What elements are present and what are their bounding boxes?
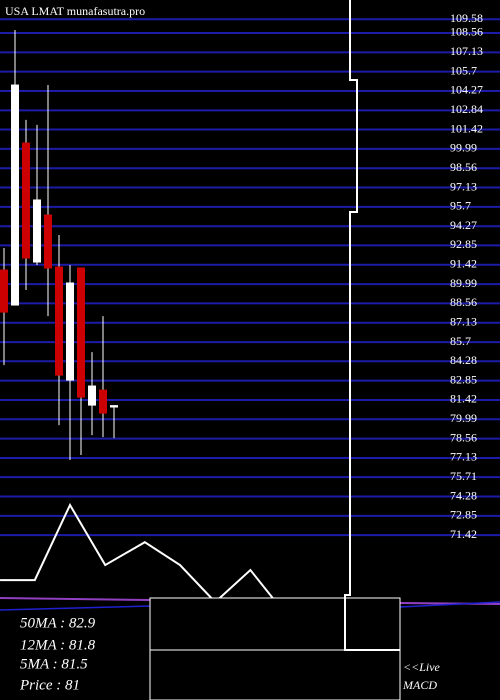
y-tick-label: 94.27 (450, 218, 477, 232)
y-tick-label: 102.84 (450, 102, 483, 116)
y-tick-label: 109.58 (450, 11, 483, 25)
indicator-line (0, 502, 276, 604)
y-tick-label: 79.99 (450, 411, 477, 425)
y-tick-label: 87.13 (450, 315, 477, 329)
y-tick-label: 88.56 (450, 295, 477, 309)
y-tick-label: 99.99 (450, 141, 477, 155)
y-tick-label: 74.28 (450, 488, 477, 502)
y-tick-label: 82.85 (450, 372, 477, 386)
candle-body (33, 199, 41, 263)
ma5: 5MA : 81.5 (20, 656, 88, 672)
y-tick-label: 81.42 (450, 392, 477, 406)
y-tick-label: 92.85 (450, 237, 477, 251)
candle-body (11, 84, 19, 306)
y-tick-label: 104.27 (450, 83, 483, 97)
price: Price : 81 (19, 677, 80, 693)
candle-body (88, 385, 96, 406)
y-tick-label: 97.13 (450, 179, 477, 193)
y-tick-label: 78.56 (450, 430, 477, 444)
y-tick-label: 105.7 (450, 63, 477, 77)
ma12: 12MA : 81.8 (20, 637, 96, 653)
chart-title: USA LMAT munafasutra.pro (5, 4, 145, 18)
candle-body (99, 389, 107, 414)
macd-label: MACD (402, 678, 437, 692)
y-tick-label: 72.85 (450, 508, 477, 522)
ma50: 50MA : 82.9 (20, 615, 96, 631)
y-tick-label: 75.71 (450, 469, 477, 483)
separator-line (344, 0, 400, 651)
candle-body (110, 405, 118, 408)
y-tick-label: 107.13 (450, 44, 483, 58)
y-tick-label: 85.7 (450, 334, 471, 348)
y-tick-label: 108.56 (450, 25, 483, 39)
y-tick-label: 91.42 (450, 256, 477, 270)
y-tick-label: 98.56 (450, 160, 477, 174)
candle-body (77, 267, 85, 398)
live-label: <<Live (403, 660, 441, 674)
candle-body (66, 282, 74, 381)
candle-body (0, 269, 8, 313)
y-tick-label: 95.7 (450, 199, 471, 213)
candle-body (44, 214, 52, 269)
y-tick-label: 71.42 (450, 527, 477, 541)
candle-body (22, 142, 30, 259)
y-tick-label: 77.13 (450, 450, 477, 464)
y-tick-label: 89.99 (450, 276, 477, 290)
candle-body (55, 266, 63, 376)
y-tick-label: 101.42 (450, 121, 483, 135)
y-tick-label: 84.28 (450, 353, 477, 367)
